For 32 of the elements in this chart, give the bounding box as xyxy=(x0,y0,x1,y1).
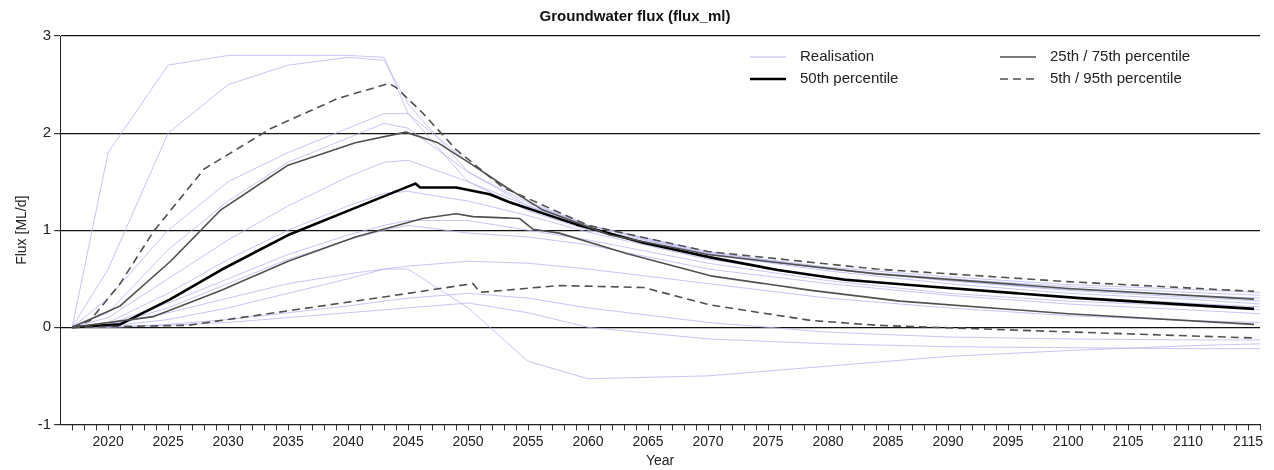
legend-label: 5th / 95th percentile xyxy=(1050,69,1182,87)
x-tick-label: 2020 xyxy=(92,432,124,449)
legend-label: Realisation xyxy=(800,47,875,65)
y-tick-label: 3 xyxy=(42,26,52,44)
legend-label: 25th / 75th percentile xyxy=(1050,47,1191,65)
x-tick-label: 2055 xyxy=(512,432,544,449)
x-tick-label: 2025 xyxy=(152,432,184,449)
chart-title: Groundwater flux (flux_ml) xyxy=(539,7,731,25)
x-tick-label: 2085 xyxy=(872,432,904,449)
legend-label: 50th percentile xyxy=(800,69,899,87)
x-tick-label: 2080 xyxy=(812,432,844,449)
x-tick-label: 2115 xyxy=(1232,432,1264,449)
x-tick-label: 2040 xyxy=(332,432,364,449)
x-axis-title: Year xyxy=(645,452,675,469)
x-tick-label: 2045 xyxy=(392,432,424,449)
x-tick-label: 2060 xyxy=(572,432,604,449)
x-tick-label: 2035 xyxy=(272,432,304,449)
y-tick-label: -1 xyxy=(37,414,52,432)
x-tick-label: 2095 xyxy=(992,432,1024,449)
x-tick-label: 2075 xyxy=(752,432,784,449)
x-tick-label: 2070 xyxy=(692,432,724,449)
x-tick-label: 2050 xyxy=(452,432,484,449)
x-tick-label: 2065 xyxy=(632,432,664,449)
x-tick-label: 2090 xyxy=(932,432,964,449)
x-tick-label: 2110 xyxy=(1172,432,1204,449)
y-axis-title: Flux [ML/d] xyxy=(13,195,30,265)
x-tick-label: 2030 xyxy=(212,432,244,449)
y-tick-label: 2 xyxy=(42,123,52,141)
y-tick-label: 0 xyxy=(42,317,52,335)
y-tick-label: 1 xyxy=(42,220,52,238)
x-tick-label: 2105 xyxy=(1112,432,1144,449)
x-tick-label: 2100 xyxy=(1052,432,1084,449)
